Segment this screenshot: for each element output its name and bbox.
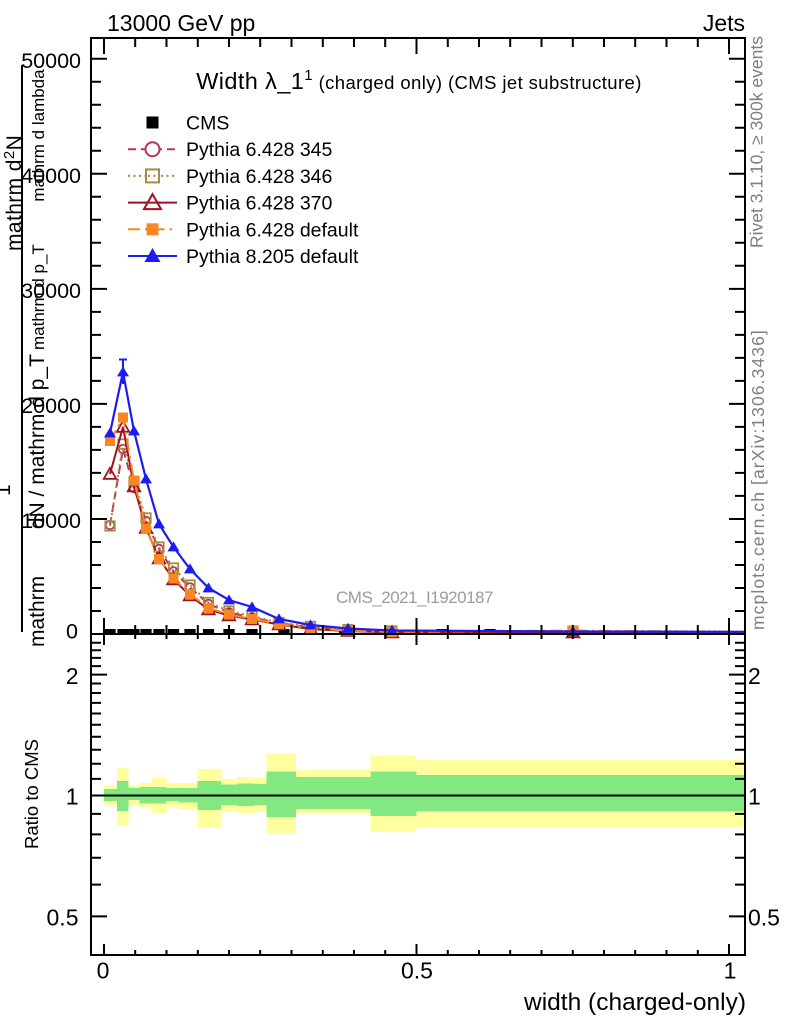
svg-text:0.5: 0.5 xyxy=(47,904,79,930)
svg-text:Rivet 3.1.10, ≥ 300k events: Rivet 3.1.10, ≥ 300k events xyxy=(747,36,767,248)
svg-text:Width λ_11 (charged only) (CMS: Width λ_11 (charged only) (CMS jet subst… xyxy=(196,67,642,94)
svg-text:mcplots.cern.ch [arXiv:1306.34: mcplots.cern.ch [arXiv:1306.3436] xyxy=(748,329,768,630)
svg-text:1: 1 xyxy=(66,784,79,810)
svg-text:1: 1 xyxy=(724,958,737,984)
svg-text:10000: 10000 xyxy=(21,509,81,533)
svg-text:0: 0 xyxy=(97,958,110,984)
svg-text:Pythia 6.428 370: Pythia 6.428 370 xyxy=(186,193,333,215)
svg-text:1: 1 xyxy=(748,784,761,810)
svg-text:0: 0 xyxy=(66,620,78,644)
svg-text:Pythia 6.428 345: Pythia 6.428 345 xyxy=(186,139,333,161)
svg-text:13000 GeV pp: 13000 GeV pp xyxy=(107,10,255,36)
svg-text:CMS_2021_I1920187: CMS_2021_I1920187 xyxy=(336,588,493,607)
svg-text:Ratio to CMS: Ratio to CMS xyxy=(21,739,42,849)
svg-text:40000: 40000 xyxy=(21,164,81,188)
svg-text:Pythia 6.428 default: Pythia 6.428 default xyxy=(186,219,359,241)
svg-text:Pythia 8.205 default: Pythia 8.205 default xyxy=(186,246,359,268)
svg-text:20000: 20000 xyxy=(21,394,81,418)
svg-text:CMS: CMS xyxy=(186,113,229,135)
svg-text:2: 2 xyxy=(66,663,79,689)
svg-text:width (charged-only): width (charged-only) xyxy=(523,989,746,1016)
svg-text:mathrm dN / mathrm d p_: mathrm dN / mathrm d p_T xyxy=(26,354,49,647)
svg-text:mathrm d p_T mathrm d: mathrm d p_T mathrm d lambda xyxy=(29,69,48,350)
svg-text:Jets: Jets xyxy=(703,10,745,36)
svg-text:50000: 50000 xyxy=(21,49,81,73)
svg-text:30000: 30000 xyxy=(21,279,81,303)
svg-text:1: 1 xyxy=(0,484,15,496)
svg-text:Pythia 6.428 346: Pythia 6.428 346 xyxy=(186,166,332,188)
svg-text:0.5: 0.5 xyxy=(401,958,433,984)
svg-text:2: 2 xyxy=(748,663,761,689)
svg-text:0.5: 0.5 xyxy=(748,904,780,930)
